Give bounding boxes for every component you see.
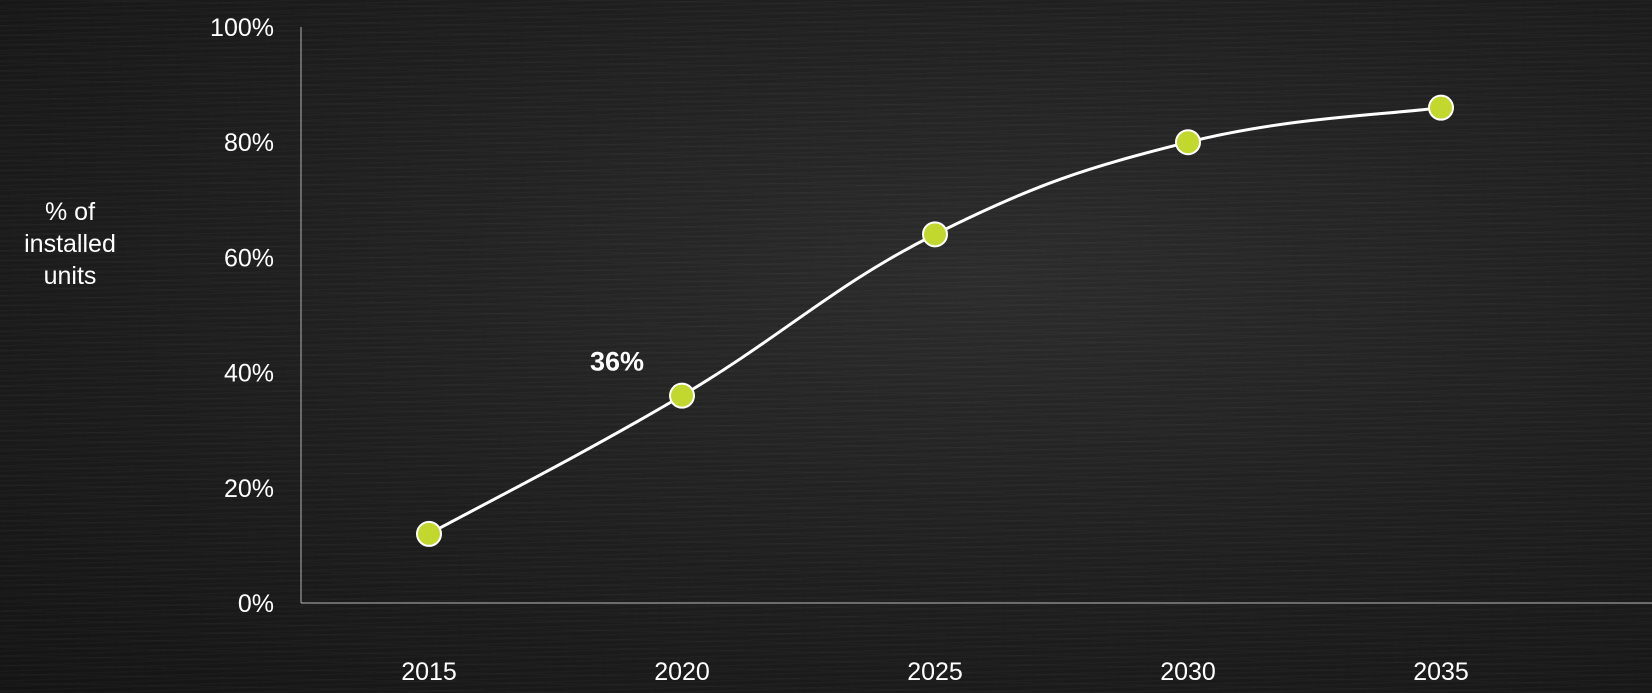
series-line <box>428 106 1442 536</box>
y-tick-label: 100% <box>210 14 274 42</box>
data-label: 36% <box>590 347 644 377</box>
data-point-2030 <box>1175 129 1201 156</box>
y-tick-label: 20% <box>224 475 274 503</box>
y-tick-label: 80% <box>224 129 274 157</box>
data-point-2020 <box>669 382 695 409</box>
y-tick-label: 60% <box>224 244 274 272</box>
x-tick-label: 2015 <box>401 658 457 686</box>
x-tick-label: 2020 <box>654 658 710 686</box>
data-point-2025 <box>922 221 948 248</box>
data-point-2015 <box>416 520 442 547</box>
x-tick-label: 2030 <box>1160 658 1216 686</box>
y-tick-label: 40% <box>224 360 274 388</box>
y-tick-label: 0% <box>238 590 274 618</box>
x-tick-label: 2035 <box>1413 658 1469 686</box>
x-tick-label: 2025 <box>907 658 963 686</box>
y-axis-label: % of installed units <box>24 198 116 290</box>
data-point-2035 <box>1428 94 1454 121</box>
